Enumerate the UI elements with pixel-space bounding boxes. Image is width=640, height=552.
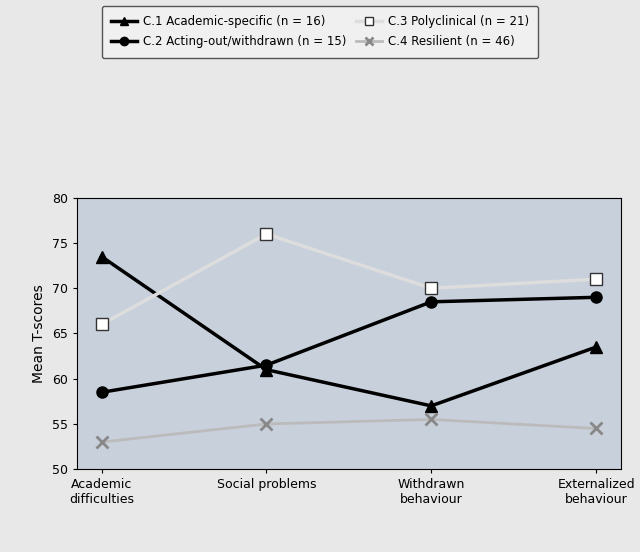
Legend: C.1 Academic-specific (n = 16), C.2 Acting-out/withdrawn (n = 15), C.3 Polyclini: C.1 Academic-specific (n = 16), C.2 Acti… xyxy=(102,6,538,58)
Y-axis label: Mean T-scores: Mean T-scores xyxy=(32,284,46,383)
